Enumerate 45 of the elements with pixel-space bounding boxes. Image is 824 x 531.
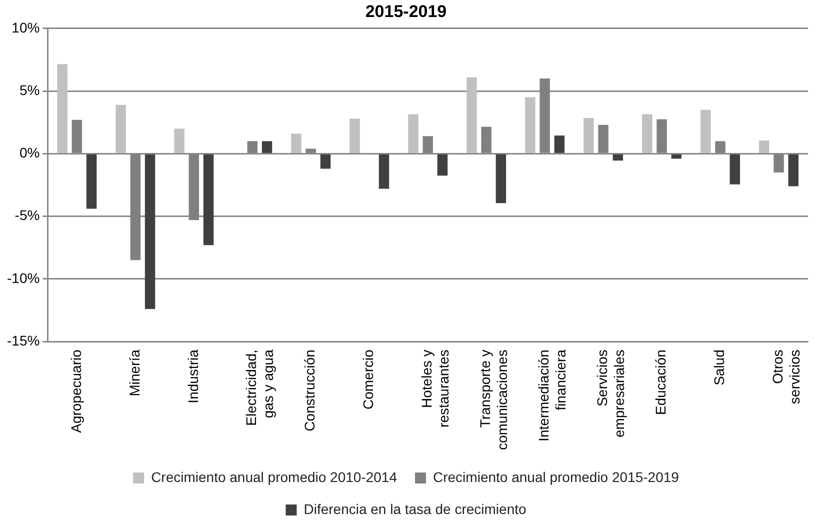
y-tick-label: 0% <box>19 144 40 161</box>
bar <box>378 154 390 189</box>
y-tick-label: -10% <box>6 270 40 286</box>
bar <box>144 154 156 310</box>
legend-label: Crecimiento anual promedio 2015-2019 <box>433 468 680 485</box>
bar <box>57 64 68 153</box>
x-tick-label: Minería <box>126 349 142 396</box>
bar <box>612 154 624 161</box>
x-tick-label: Agropecuario <box>68 349 84 433</box>
x-tick-label: Hoteles y restaurantes <box>418 350 452 428</box>
y-tick-label: -15% <box>6 332 40 348</box>
bar <box>437 154 448 176</box>
x-tick-label: Educación <box>652 350 669 416</box>
bar <box>291 134 302 153</box>
legend-label: Diferencia en la tasa de crecimiento <box>304 500 526 517</box>
bar <box>496 154 506 204</box>
bar <box>350 118 360 153</box>
bar <box>203 154 214 246</box>
bar <box>730 154 740 184</box>
x-tick-label: Salud <box>711 350 728 386</box>
bar <box>262 141 272 153</box>
bar <box>174 128 184 153</box>
x-tick-label: Electricidad, gas y agua <box>243 349 276 426</box>
y-tick-label: 10% <box>12 19 40 36</box>
bar <box>642 114 652 153</box>
bar <box>86 154 97 209</box>
y-tick-label: -5% <box>14 207 40 224</box>
bar <box>408 114 418 153</box>
x-tick-label: Comercio <box>360 349 376 410</box>
x-tick-label: Otros servicios <box>770 350 802 404</box>
legend-label: Crecimiento anual promedio 2010-2014 <box>151 468 398 485</box>
bar <box>320 154 331 169</box>
bar <box>671 154 682 159</box>
x-tick-label: Industria <box>184 349 201 404</box>
bar <box>788 154 798 186</box>
bar <box>759 140 770 153</box>
bar <box>116 104 126 153</box>
y-tick-label: 5% <box>19 82 40 98</box>
bar <box>525 97 536 153</box>
bar <box>700 110 711 153</box>
x-tick-label: Construcción <box>302 350 318 432</box>
bar <box>466 77 477 153</box>
bar <box>554 136 565 153</box>
chart-title: 2015-2019 <box>365 2 447 21</box>
bar <box>584 118 594 153</box>
